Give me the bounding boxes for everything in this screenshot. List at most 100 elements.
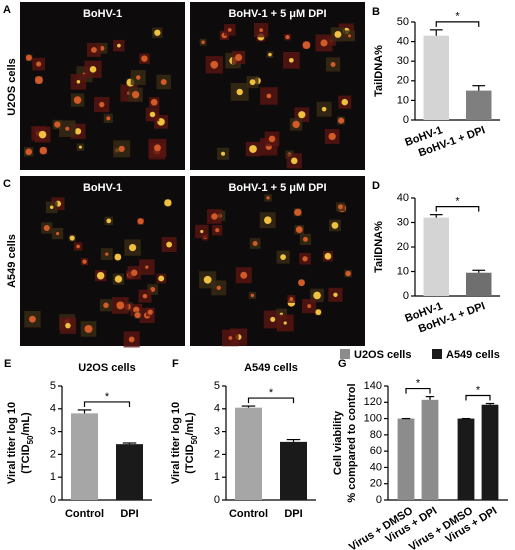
cell-nucleus: [313, 291, 321, 300]
cell-nucleus: [145, 265, 149, 269]
cell-nucleus: [39, 146, 48, 155]
bar: [71, 413, 98, 500]
cell-nucleus: [147, 309, 153, 315]
cell-nucleus: [29, 315, 36, 323]
cell-nucleus: [38, 130, 47, 139]
bar: [457, 418, 475, 500]
cell-nucleus: [99, 101, 105, 108]
cell-nucleus: [54, 121, 61, 128]
bar: [235, 407, 262, 500]
y-tick-label: 3: [50, 426, 56, 438]
y-tick-label: 30: [397, 216, 409, 228]
y-axis-label: TailDNA%: [373, 45, 385, 97]
y-tick-label: 120: [364, 396, 382, 408]
cell-nucleus: [69, 235, 75, 241]
panel-letter: A: [3, 4, 11, 16]
cell-nucleus: [259, 28, 264, 33]
micrograph: [20, 176, 185, 346]
y-tick-label: 10: [397, 94, 409, 106]
legend-swatch: [340, 349, 350, 359]
image-label: BoHV-1 + 5 μM DPI: [228, 182, 326, 194]
y-tick-label: 60: [370, 445, 382, 457]
cell-nucleus: [266, 93, 272, 99]
cell-nucleus: [76, 244, 80, 249]
cell-nucleus: [114, 253, 122, 261]
row-label: A549 cells: [6, 234, 18, 288]
cell-nucleus: [249, 145, 257, 153]
cell-nucleus: [106, 116, 111, 121]
x-tick-label: DPI: [120, 508, 138, 520]
y-tick-label: 0: [403, 114, 409, 126]
cell-nucleus: [25, 148, 33, 156]
cell-nucleus: [252, 240, 258, 246]
significance-bracket: [83, 401, 131, 407]
cell-nucleus: [200, 229, 204, 234]
cell-nucleus: [164, 199, 172, 207]
cell-nucleus: [211, 213, 218, 220]
y-axis-label-part: (TCID: [20, 444, 32, 473]
cell-nucleus: [158, 275, 165, 282]
x-tick-label: Control: [65, 508, 104, 520]
chart-title: A549 cells: [244, 362, 298, 374]
significance-bracket: [435, 21, 480, 27]
cell-nucleus: [236, 88, 243, 96]
cell-nucleus: [114, 275, 123, 283]
y-tick-label: 40: [397, 192, 409, 204]
y-axis-label-part: (TCID: [184, 444, 196, 473]
cell-nucleus: [338, 117, 345, 124]
cell-nucleus: [216, 285, 222, 291]
cell-nucleus: [302, 41, 311, 49]
cell-nucleus: [49, 205, 54, 210]
cell-nucleus: [76, 80, 81, 84]
bar: [397, 418, 415, 500]
cell-nucleus: [36, 61, 42, 67]
cell-nucleus: [25, 54, 32, 61]
significance-bracket: [435, 206, 480, 212]
y-tick-label: 5: [214, 380, 220, 392]
cell-nucleus: [128, 243, 137, 252]
cell-nucleus: [96, 271, 105, 280]
y-tick-label: 140: [364, 380, 382, 392]
cell-nucleus: [89, 65, 97, 73]
y-tick-label: 40: [397, 36, 409, 48]
cell-nucleus: [55, 231, 60, 236]
cell-nucleus: [43, 225, 50, 232]
y-tick-label: 0: [50, 494, 56, 506]
significance-bracket: [247, 397, 295, 404]
y-tick-label: 4: [50, 403, 56, 415]
chart-title: U2OS cells: [78, 362, 135, 374]
y-axis-label-part: 50: [26, 435, 35, 444]
bar: [466, 272, 492, 296]
cell-nucleus: [268, 135, 276, 143]
cell-nucleus: [84, 324, 93, 333]
legend-swatch: [432, 349, 442, 359]
y-tick-label: 1: [214, 471, 220, 483]
y-tick-label: 50: [397, 16, 409, 28]
significance-bracket: [465, 394, 491, 401]
cell-nucleus: [118, 145, 125, 152]
cell-nucleus: [136, 75, 141, 80]
significance-label: *: [105, 391, 110, 403]
y-axis-label: Viral titer log 10: [170, 402, 182, 484]
cell-nucleus: [105, 252, 109, 256]
significance-label: *: [455, 11, 460, 23]
panel-letter: F: [172, 358, 179, 370]
y-tick-label: 2: [214, 448, 220, 460]
significance-label: *: [455, 196, 460, 208]
y-tick-label: 0: [376, 494, 382, 506]
cell-nucleus: [117, 43, 121, 48]
cell-nucleus: [328, 132, 336, 141]
cell-nucleus: [289, 297, 294, 301]
y-tick-label: 0: [403, 290, 409, 302]
cell-nucleus: [215, 228, 220, 233]
cell-nucleus: [149, 111, 156, 118]
y-tick-label: 1: [50, 471, 56, 483]
y-tick-label: 0: [214, 494, 220, 506]
cell-nucleus: [128, 336, 135, 343]
y-tick-label: 2: [50, 448, 56, 460]
cell-nucleus: [288, 57, 294, 63]
cell-nucleus: [203, 275, 212, 284]
cell-nucleus: [201, 40, 205, 44]
cell-nucleus: [250, 293, 255, 298]
cell-nucleus: [34, 76, 43, 85]
